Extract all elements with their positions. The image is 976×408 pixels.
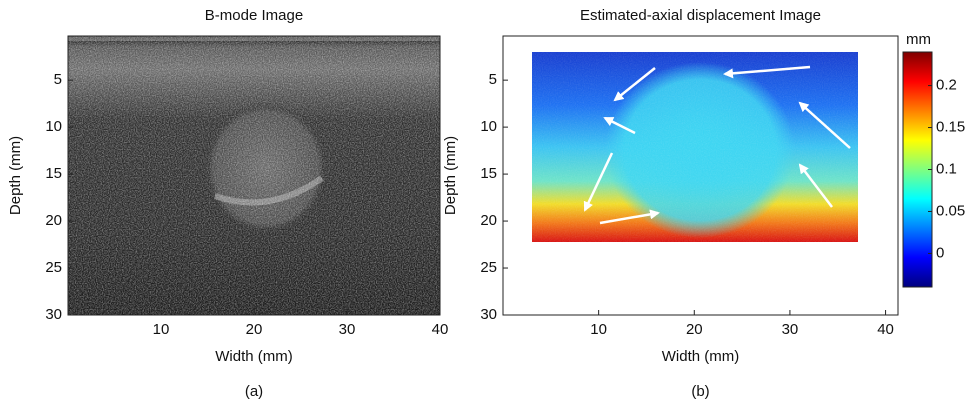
x-axis-label: Width (mm) (662, 348, 740, 365)
x-tick-label: 40 (877, 321, 894, 338)
figure: B-mode Image Width (mm) (a) Depth (mm) 10 20 3… (0, 0, 976, 408)
x-tick-label: 10 (590, 321, 607, 338)
panel-caption: (b) (691, 383, 709, 400)
colorbar-tick-label: 0.15 (936, 119, 965, 136)
x-tick-label: 40 (432, 321, 449, 338)
y-tick-label: 5 (489, 71, 497, 88)
y-tick-label: 20 (45, 212, 62, 229)
x-tick-label: 30 (782, 321, 799, 338)
x-tick-label: 20 (686, 321, 703, 338)
y-tick-label: 10 (480, 118, 497, 135)
colorbar-tick-label: 0.05 (936, 202, 965, 219)
y-tick-label: 20 (480, 212, 497, 229)
bmode-speckle (68, 36, 440, 315)
y-tick-label: 25 (45, 259, 62, 276)
panel-title: Estimated-axial displacement Image (580, 7, 821, 24)
y-tick-label: 10 (45, 118, 62, 135)
y-tick-label: 15 (45, 165, 62, 182)
displacement-image (532, 52, 858, 242)
x-tick-label: 30 (339, 321, 356, 338)
displacement-noise (532, 52, 858, 242)
colorbar-label: mm (906, 31, 931, 48)
y-tick-label: 15 (480, 165, 497, 182)
y-tick-label: 30 (480, 306, 497, 323)
colorbar (903, 52, 932, 287)
panel-caption: (a) (245, 383, 263, 400)
colorbar-tick-label: 0.1 (936, 160, 957, 177)
panel-title: B-mode Image (205, 7, 303, 24)
y-tick-label: 5 (54, 71, 62, 88)
y-axis-label: Depth (mm) (442, 136, 459, 215)
x-axis-label: Width (mm) (215, 348, 293, 365)
colorbar-tick-label: 0 (936, 244, 944, 261)
y-axis-label: Depth (mm) (7, 136, 24, 215)
y-tick-label: 30 (45, 306, 62, 323)
y-tick-label: 25 (480, 259, 497, 276)
x-tick-label: 10 (153, 321, 170, 338)
colorbar-tick-label: 0.2 (936, 77, 957, 94)
x-tick-label: 20 (246, 321, 263, 338)
